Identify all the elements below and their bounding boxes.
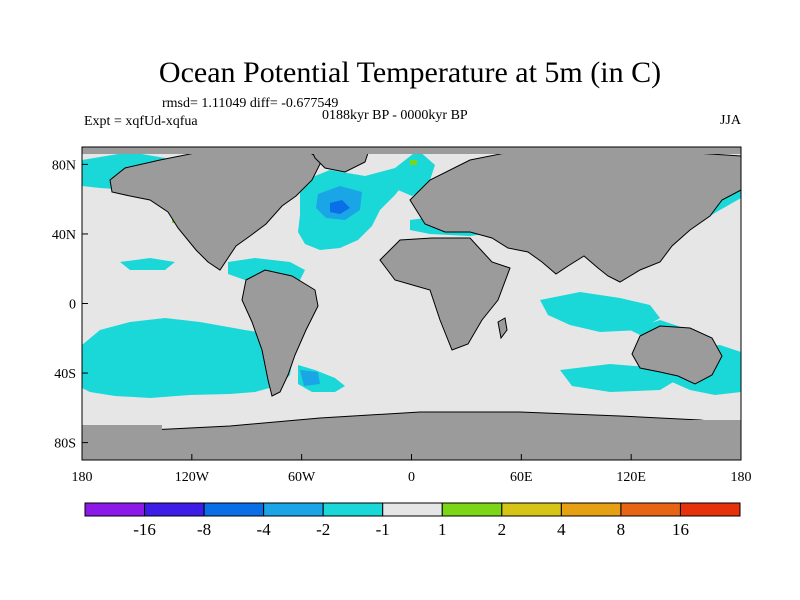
colorbar-box bbox=[560, 502, 622, 517]
colorbar-label: 2 bbox=[498, 520, 507, 539]
x-tick-label: 180 bbox=[731, 470, 752, 485]
colorbar-box bbox=[84, 502, 146, 517]
stats-text: rmsd= 1.11049 diff= -0.677549 bbox=[162, 96, 338, 111]
x-tick-label: 120E bbox=[616, 470, 646, 485]
east-pacific-anomaly bbox=[120, 258, 175, 270]
y-axis: 80N 40N 0 40S 80S bbox=[52, 158, 88, 452]
colorbar-label: -2 bbox=[316, 520, 330, 539]
colorbar-box bbox=[144, 502, 205, 517]
y-tick-label: 0 bbox=[69, 298, 76, 313]
australia-land bbox=[631, 325, 723, 385]
colorbar-label: -8 bbox=[197, 520, 211, 539]
map-area bbox=[82, 147, 741, 460]
colorbar-label: -16 bbox=[133, 520, 156, 539]
madagascar-land bbox=[497, 317, 508, 340]
south-america-land bbox=[241, 269, 319, 397]
season-text: JJA bbox=[720, 113, 742, 128]
south-atlantic-core bbox=[300, 370, 320, 386]
colorbar-box bbox=[382, 502, 443, 517]
colorbar-label: 16 bbox=[672, 520, 689, 539]
y-tick-label: 80N bbox=[52, 158, 76, 173]
colorbar: -16 -8 -4 -2 -1 1 2 4 8 16 bbox=[84, 502, 741, 539]
north-atlantic-strong bbox=[330, 200, 350, 214]
x-tick-label: 180 bbox=[72, 470, 93, 485]
colorbar-box bbox=[203, 502, 265, 517]
colorbar-box bbox=[620, 502, 681, 517]
x-tick-label: 60E bbox=[510, 470, 533, 485]
ocean-mask-cells bbox=[82, 147, 741, 460]
y-tick-label: 40N bbox=[52, 228, 76, 243]
experiment-text: Expt = xqfUd-xqfua bbox=[84, 114, 198, 129]
y-tick-label: 80S bbox=[54, 437, 76, 452]
colorbar-box bbox=[441, 502, 503, 517]
indian-ocean-anomaly bbox=[540, 292, 660, 332]
colorbar-box bbox=[679, 502, 741, 517]
x-tick-label: 60W bbox=[288, 470, 316, 485]
y-tick-label: 40S bbox=[54, 367, 76, 382]
period-text: 0188kyr BP - 0000kyr BP bbox=[322, 108, 468, 123]
southern-indian-anomaly bbox=[560, 364, 680, 392]
strong-cool-regions bbox=[330, 200, 350, 214]
chart-title: Ocean Potential Temperature at 5m (in C) bbox=[159, 56, 661, 89]
colorbar-box bbox=[501, 502, 562, 517]
colorbar-box bbox=[263, 502, 324, 517]
colorbar-label: 4 bbox=[557, 520, 566, 539]
colorbar-label: 1 bbox=[438, 520, 447, 539]
colorbar-label: -4 bbox=[257, 520, 272, 539]
x-tick-label: 0 bbox=[408, 470, 415, 485]
colorbar-box bbox=[322, 502, 384, 517]
africa-land bbox=[379, 237, 511, 351]
south-pacific-anomaly bbox=[82, 318, 292, 398]
x-tick-label: 120W bbox=[175, 470, 210, 485]
colorbar-label: 8 bbox=[617, 520, 626, 539]
x-axis: 180 120W 60W 0 60E 120E 180 bbox=[72, 454, 752, 485]
warm-spot-nordic bbox=[410, 160, 417, 165]
colorbar-label: -1 bbox=[376, 520, 390, 539]
